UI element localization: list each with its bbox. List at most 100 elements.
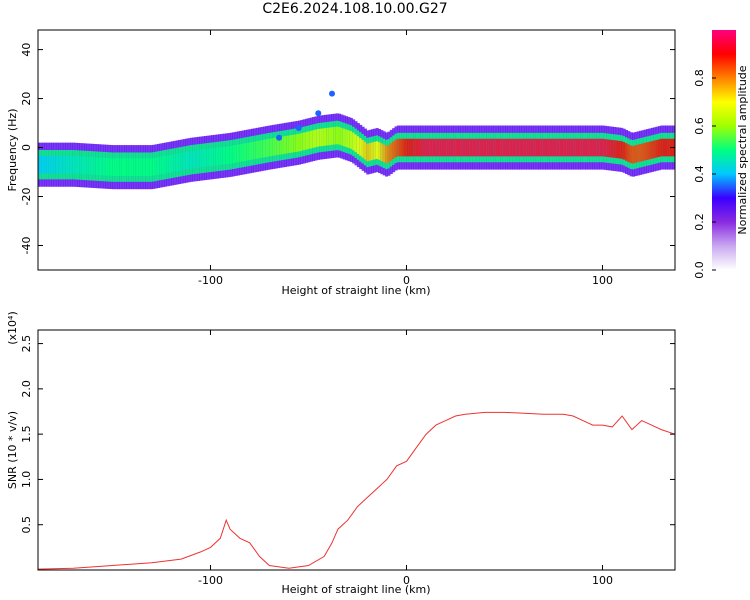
heatmap-cell: [448, 138, 452, 157]
heatmap-cell: [505, 138, 509, 157]
heatmap-cell: [436, 138, 440, 157]
heatmap-cell: [526, 138, 530, 157]
heatmap-cell: [521, 138, 525, 157]
heatmap-cell: [331, 127, 334, 145]
heatmap-cell: [625, 143, 628, 161]
heatmap-cell: [406, 138, 410, 157]
spectrogram-panel: -100 0 100 -40 -20 0 20 40 Height of straight l…: [6, 29, 676, 297]
heatmap-cell: [347, 130, 351, 148]
heatmap-cell: [361, 139, 365, 158]
heatmap-cell: [116, 158, 120, 176]
heatmap-cell: [540, 138, 544, 157]
heatmap-cell: [441, 138, 445, 157]
heatmap-cell: [133, 158, 137, 176]
colorbar-tick-label: 0.8: [693, 69, 706, 87]
heatmap-cell: [262, 139, 266, 158]
heatmap-cell: [420, 138, 424, 157]
heatmap-cell: [173, 154, 177, 172]
spectrogram-ytick-label: -40: [20, 237, 33, 255]
heatmap-cell: [545, 138, 549, 157]
snr-ticks: -100 0 100 0.5 1.0 1.5 2.0 2.5: [20, 330, 675, 587]
heatmap-cell: [646, 142, 650, 160]
heatmap-cell: [547, 138, 551, 157]
heatmap-cell: [620, 141, 624, 159]
snr-xlabel: Height of straight line (km): [281, 583, 430, 596]
heatmap-cell: [375, 141, 379, 159]
snr-xtick-label: 0: [403, 574, 410, 587]
figure-title: C2E6.2024.108.10.00.G27: [262, 1, 447, 17]
heatmap-cell: [415, 138, 419, 157]
heatmap-cell: [65, 155, 69, 174]
heatmap-cell: [472, 138, 476, 157]
heatmap-cell: [98, 157, 102, 176]
heatmap-cell: [439, 138, 443, 157]
heatmap-cell: [568, 138, 572, 157]
heatmap-cell: [403, 138, 407, 157]
heatmap-cell: [51, 155, 55, 174]
heatmap-cell: [305, 131, 309, 150]
heatmap-cell: [648, 141, 652, 160]
heatmap-cell: [667, 138, 671, 157]
snr-ytick-label: 2.0: [20, 380, 33, 398]
heatmap-cell: [608, 139, 612, 158]
heatmap-cell: [220, 147, 224, 165]
heatmap-cell: [497, 138, 501, 157]
heatmap-cell: [488, 138, 492, 157]
heatmap-cell: [109, 158, 113, 176]
spectrogram-heatmap: [38, 90, 675, 190]
heatmap-cell: [530, 138, 534, 157]
heatmap-cell: [523, 138, 527, 157]
heatmap-cell: [664, 138, 668, 157]
heatmap-cell: [429, 138, 433, 157]
heatmap-cell: [516, 138, 520, 157]
heatmap-track-point: [295, 124, 302, 131]
colorbar-gradient: [712, 30, 736, 270]
heatmap-cell: [265, 139, 269, 157]
heatmap-cell: [182, 152, 186, 170]
heatmap-cell: [255, 141, 259, 159]
heatmap-cell: [298, 133, 302, 152]
heatmap-cell: [283, 136, 287, 154]
heatmap-cell: [382, 144, 386, 163]
heatmap-cell: [370, 142, 374, 161]
heatmap-cell: [507, 138, 511, 157]
heatmap-cell: [622, 141, 626, 160]
heatmap-cell: [187, 151, 191, 170]
heatmap-cell: [326, 127, 330, 146]
heatmap-cell: [366, 143, 370, 162]
heatmap-cell: [93, 157, 97, 175]
heatmap-cell: [142, 158, 146, 176]
heatmap-cell: [554, 138, 558, 157]
heatmap-cell: [582, 138, 586, 157]
heatmap-cell: [653, 140, 657, 159]
heatmap-cell: [281, 136, 285, 155]
heatmap-cell: [455, 138, 459, 157]
heatmap-cell: [500, 138, 504, 157]
heatmap-cell: [552, 138, 556, 157]
heatmap-cell: [627, 144, 631, 162]
heatmap-cell: [295, 134, 299, 152]
heatmap-cell: [490, 138, 494, 157]
heatmap-cell: [467, 138, 471, 157]
heatmap-cell: [159, 156, 163, 175]
heatmap-cell: [128, 158, 132, 176]
heatmap-cell: [387, 144, 391, 163]
heatmap-cell: [199, 149, 203, 168]
heatmap-cell: [650, 141, 654, 159]
heatmap-cell: [601, 138, 605, 157]
heatmap-cell: [135, 158, 139, 176]
heatmap-cell: [592, 138, 596, 157]
heatmap-cell: [74, 156, 78, 174]
heatmap-cell: [418, 138, 422, 157]
heatmap-cell: [460, 138, 464, 157]
spectrogram-xtick-label: -100: [198, 274, 223, 287]
heatmap-cell: [389, 143, 393, 161]
heatmap-cell: [121, 158, 125, 176]
heatmap-cell: [392, 141, 396, 160]
heatmap-cell: [314, 129, 318, 148]
heatmap-cell: [192, 150, 196, 169]
heatmap-cell: [606, 139, 610, 157]
heatmap-cell: [657, 139, 661, 157]
spectrogram-ytick-label: 20: [20, 92, 33, 106]
heatmap-cell: [634, 145, 638, 163]
